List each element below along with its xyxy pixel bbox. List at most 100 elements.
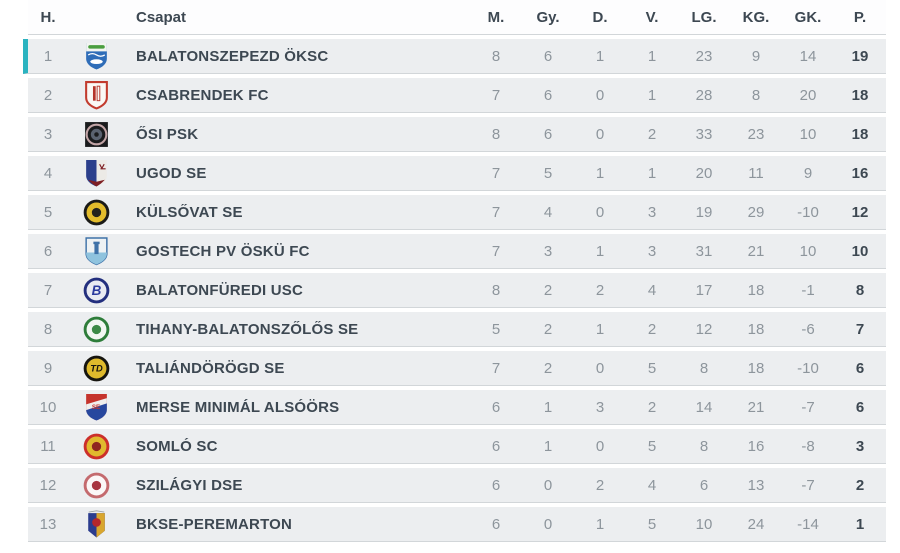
table-row[interactable]: 1 BALATONSZEPEZD ÖKSC 8 6 1 1 23 9 14 19 [23,39,886,74]
table-row[interactable]: 11 SOMLÓ SC 6 1 0 5 8 16 -8 3 [28,429,886,464]
osi-psk-crest-icon [68,117,124,151]
stat-played: 6 [491,398,501,416]
points-cell: 1 [855,515,865,533]
team-name: CSABRENDEK FC [136,86,269,104]
column-header-wins: Gy. [536,8,560,26]
table-header-row: H. Csapat M. Gy. D. V. LG. KG. GK. P. [28,0,886,35]
stat-goal-diff: 10 [799,242,817,260]
table-row[interactable]: 12 SZILÁGYI DSE 6 0 2 4 6 13 -7 2 [28,468,886,503]
stat-goals-against: 18 [747,320,765,338]
stat-wins: 0 [543,515,553,533]
stat-goals-for: 8 [699,359,709,377]
taliandorogd-crest-icon: TD [68,351,124,385]
stat-wins: 2 [543,359,553,377]
alsoors-crest-icon: SE [68,390,124,424]
stat-goals-for: 10 [695,515,713,533]
stat-losses: 1 [647,47,657,65]
stat-played: 7 [491,242,501,260]
stat-goals-for: 8 [699,437,709,455]
stat-wins: 2 [543,281,553,299]
rank-cell: 13 [39,515,57,533]
stat-goals-against: 29 [747,203,765,221]
column-header-losses: V. [645,8,659,26]
team-name: GOSTECH PV ÖSKÜ FC [136,242,310,260]
szilagyi-crest-icon [68,468,124,502]
table-row[interactable]: 4 UGOD SE 7 5 1 1 20 11 9 16 [28,156,886,191]
stat-draws: 0 [595,437,605,455]
rank-cell: 2 [43,86,53,104]
stat-draws: 1 [595,242,605,260]
team-name: BALATONFÜREDI USC [136,281,304,299]
stat-goal-diff: -6 [801,320,815,338]
stat-wins: 5 [543,164,553,182]
team-name: TIHANY-BALATONSZŐLŐS SE [136,320,359,338]
stat-goal-diff: -10 [797,203,819,221]
column-header-points: P. [853,8,867,26]
tihany-crest-icon [68,312,124,346]
stat-draws: 3 [595,398,605,416]
stat-played: 6 [491,515,501,533]
team-name: BKSE-PEREMARTON [136,515,293,533]
team-name: MERSE MINIMÁL ALSÓÖRS [136,398,340,416]
points-cell: 18 [851,86,869,104]
table-row[interactable]: 13 BKSE-PEREMARTON 6 0 1 5 10 24 -14 1 [28,507,886,542]
rank-cell: 5 [43,203,53,221]
team-name: SOMLÓ SC [136,437,218,455]
stat-goals-for: 17 [695,281,713,299]
stat-wins: 6 [543,125,553,143]
table-row[interactable]: 5 KÜLSŐVAT SE 7 4 0 3 19 29 -10 12 [28,195,886,230]
table-row[interactable]: 9 TD TALIÁNDÖRÖGD SE 7 2 0 5 8 18 -10 6 [28,351,886,386]
balatonszepezd-crest-icon [68,39,124,73]
column-header-rank: H. [40,8,56,26]
stat-played: 8 [491,47,501,65]
stat-goals-against: 21 [747,242,765,260]
points-cell: 18 [851,125,869,143]
stat-played: 7 [491,359,501,377]
column-header-goal-diff: GK. [794,8,822,26]
peremarton-crest-icon [68,507,124,541]
stat-goals-against: 13 [747,476,765,494]
stat-losses: 1 [647,164,657,182]
table-row[interactable]: 2 CSABRENDEK FC 7 6 0 1 28 8 20 18 [28,78,886,113]
stat-goals-against: 18 [747,359,765,377]
stat-wins: 3 [543,242,553,260]
column-header-goals-for: LG. [691,8,717,26]
stat-played: 7 [491,86,501,104]
stat-draws: 1 [595,47,605,65]
stat-played: 8 [491,125,501,143]
league-standings-table: H. Csapat M. Gy. D. V. LG. KG. GK. P. 1 … [23,0,886,542]
stat-losses: 3 [647,203,657,221]
stat-losses: 2 [647,320,657,338]
stat-draws: 1 [595,164,605,182]
table-row[interactable]: 8 TIHANY-BALATONSZŐLŐS SE 5 2 1 2 12 18 … [28,312,886,347]
stat-losses: 2 [647,125,657,143]
stat-losses: 4 [647,476,657,494]
table-row[interactable]: 3 ŐSI PSK 8 6 0 2 33 23 10 18 [28,117,886,152]
table-row[interactable]: 7 B BALATONFÜREDI USC 8 2 2 4 17 18 -1 8 [28,273,886,308]
stat-goal-diff: -7 [801,476,815,494]
team-name: SZILÁGYI DSE [136,476,243,494]
stat-goals-for: 23 [695,47,713,65]
rank-cell: 4 [43,164,53,182]
table-body: 1 BALATONSZEPEZD ÖKSC 8 6 1 1 23 9 14 19… [23,39,886,542]
table-row[interactable]: 10 SE MERSE MINIMÁL ALSÓÖRS 6 1 3 2 14 2… [28,390,886,425]
somlo-crest-icon [68,429,124,463]
points-cell: 7 [855,320,865,338]
table-row[interactable]: 6 GOSTECH PV ÖSKÜ FC 7 3 1 3 31 21 10 10 [28,234,886,269]
rank-cell: 11 [40,437,56,455]
column-header-matches: M. [487,8,505,26]
stat-goals-against: 16 [747,437,765,455]
stat-played: 7 [491,164,501,182]
svg-text:TD: TD [90,363,103,373]
stat-losses: 5 [647,359,657,377]
points-cell: 19 [851,47,869,65]
team-name: UGOD SE [136,164,207,182]
stat-losses: 2 [647,398,657,416]
stat-losses: 5 [647,515,657,533]
stat-goals-against: 24 [747,515,765,533]
stat-goals-for: 20 [695,164,713,182]
ugod-crest-icon [68,156,124,190]
points-cell: 8 [855,281,865,299]
stat-goals-against: 11 [748,164,764,182]
svg-text:SE: SE [91,404,99,411]
